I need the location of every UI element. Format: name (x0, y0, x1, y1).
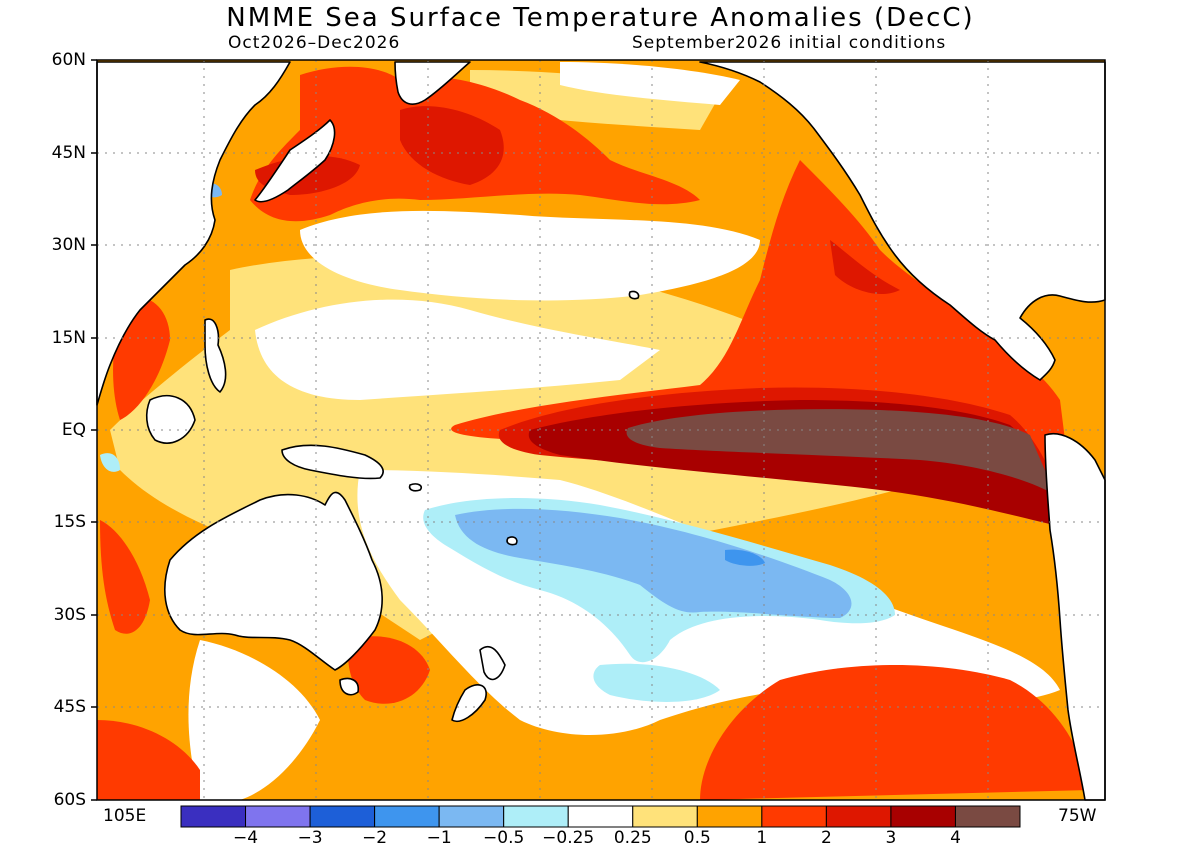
lat-label-45n: 45N (51, 143, 86, 163)
lat-label-15n: 15N (51, 328, 86, 348)
field-cool-westaus (100, 453, 120, 472)
field-colder-south (455, 508, 852, 618)
colorbar-swatch (761, 805, 827, 828)
colorbar-swatch (374, 805, 440, 828)
colorbar-swatch (825, 805, 892, 828)
colorbar (180, 805, 1021, 828)
land-fiji (506, 536, 518, 546)
colorbar-tick-label: 1 (756, 828, 768, 848)
lat-label-eq: EQ (61, 420, 86, 440)
land-japan (254, 119, 336, 203)
forecast-period: Oct2026–Dec2026 (228, 33, 401, 53)
colorbar-tick-label: −0.25 (542, 828, 595, 848)
colorbar-tick-label: −1 (426, 828, 452, 848)
land-hawaii (628, 290, 640, 300)
colorbar-swatch (503, 805, 569, 828)
lat-label-60s: 60S (53, 790, 86, 810)
lat-label-15s: 15S (53, 512, 86, 532)
lon-label-east: 75W (1058, 806, 1097, 826)
land-australia (164, 491, 383, 671)
field-neutral-north2 (560, 62, 740, 105)
initial-conditions: September2026 initial conditions (632, 33, 947, 53)
field-neutral-westpac (255, 299, 660, 400)
graticule (97, 60, 1105, 800)
colorbar-tick-label: −4 (232, 828, 259, 848)
land-solomon (408, 483, 423, 492)
land-kamchatka (394, 61, 471, 105)
field-coldest-south (725, 549, 765, 566)
colorbar-tick-label: 0.5 (683, 828, 711, 848)
colorbar-tick-label: −0.5 (483, 828, 525, 848)
field-warm-westaus (100, 520, 150, 634)
field-verywarm-baja (830, 240, 900, 295)
land-new-zealand-south (451, 684, 487, 722)
lat-label-60n: 60N (51, 50, 86, 70)
colorbar-tick-label: 0.25 (613, 828, 652, 848)
field-neutral-southwest (188, 640, 320, 800)
colorbar-tick-label: 4 (950, 828, 961, 848)
field-cool-south2 (593, 663, 720, 702)
colorbar-swatch (954, 805, 1021, 828)
colorbar-tick-label: 2 (820, 828, 832, 848)
colorbar-tick-label: −2 (362, 828, 388, 848)
lat-ticks (91, 59, 97, 801)
colorbar-swatch (696, 805, 763, 828)
colorbar-tick-label: −3 (297, 828, 323, 848)
field-extreme-eastpac (626, 409, 1055, 495)
land-new-guinea (281, 444, 384, 480)
colorbar-swatch (632, 805, 698, 828)
colorbar-swatch (180, 805, 247, 828)
field-warm-tasman (348, 636, 430, 704)
field-warm-southwest (97, 720, 200, 800)
lat-label-30s: 30S (53, 605, 86, 625)
field-warm-southeast (700, 665, 1090, 800)
map-title: NMME Sea Surface Temperature Anomalies (… (226, 3, 975, 33)
land-new-zealand-north (479, 645, 506, 681)
lat-label-30n: 30N (51, 235, 86, 255)
colorbar-swatch (438, 805, 505, 828)
land-borneo (145, 395, 196, 444)
land-masses (96, 61, 1106, 801)
colorbar-swatch (890, 805, 956, 828)
field-verywarm-northpac (400, 106, 504, 185)
colorbar-swatch (567, 805, 634, 828)
lon-label-west: 105E (103, 806, 147, 826)
field-neutral-north (300, 210, 760, 301)
colorbar-tick-label: 3 (885, 828, 897, 848)
land-philippines (204, 318, 227, 393)
lat-label-45s: 45S (53, 697, 86, 717)
land-tasmania (339, 677, 360, 696)
colorbar-swatch (245, 805, 311, 828)
land-north-america (699, 61, 1106, 381)
land-asia-mainland (96, 61, 291, 406)
colorbar-swatch (309, 805, 376, 828)
